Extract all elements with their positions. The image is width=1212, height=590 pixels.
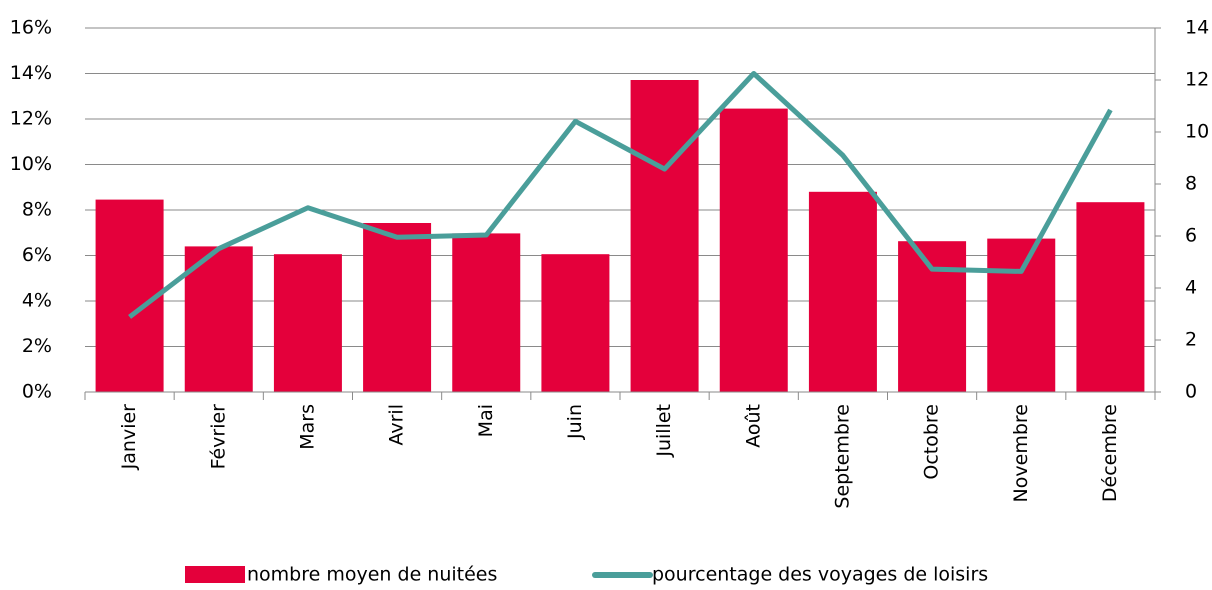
bar <box>273 254 342 392</box>
bar <box>541 254 610 392</box>
y2-tick-label: 14 <box>1185 17 1209 39</box>
bar <box>898 241 967 392</box>
x-tick-label: Novembre <box>1010 404 1032 502</box>
x-tick-label: Octobre <box>921 404 943 480</box>
y2-tick-label: 0 <box>1185 381 1197 403</box>
y2-tick-label: 12 <box>1185 69 1209 91</box>
y-tick-label: 14% <box>10 62 52 84</box>
y2-tick-label: 4 <box>1185 277 1197 299</box>
y-tick-label: 12% <box>10 108 52 130</box>
x-tick-label: Mai <box>475 404 497 437</box>
y2-tick-label: 6 <box>1185 225 1197 247</box>
x-tick-label: Juillet <box>653 404 675 458</box>
bar <box>808 191 877 392</box>
bar <box>987 238 1056 392</box>
bar <box>95 199 164 392</box>
legend-swatch <box>185 566 245 583</box>
x-tick-label: Août <box>742 404 764 448</box>
line <box>128 71 1113 319</box>
y-tick-label: 6% <box>22 244 52 266</box>
x-tick-label: Décembre <box>1099 404 1121 502</box>
x-tick-label: Juin <box>564 404 586 440</box>
y-tick-label: 2% <box>22 335 52 357</box>
y-tick-label: 10% <box>10 153 52 175</box>
bar <box>184 246 253 392</box>
bar <box>452 233 521 392</box>
y-tick-label: 0% <box>22 381 52 403</box>
y2-tick-label: 8 <box>1185 173 1197 195</box>
y2-tick-label: 2 <box>1185 329 1197 351</box>
y-tick-label: 16% <box>10 17 52 39</box>
bar <box>1076 202 1145 392</box>
bar <box>363 223 432 392</box>
bar <box>630 80 699 392</box>
x-tick-label: Septembre <box>831 404 853 509</box>
legend-label: nombre moyen de nuitées <box>247 564 497 586</box>
y-tick-label: 4% <box>22 290 52 312</box>
x-tick-label: Avril <box>386 404 408 446</box>
x-tick-label: Mars <box>296 404 318 450</box>
y-tick-label: 8% <box>22 199 52 221</box>
legend-label: pourcentage des voyages de loisirs <box>652 564 988 586</box>
y2-tick-label: 10 <box>1185 121 1209 143</box>
x-tick-label: Janvier <box>118 404 140 471</box>
x-tick-label: Février <box>207 404 229 470</box>
bar <box>719 108 788 392</box>
